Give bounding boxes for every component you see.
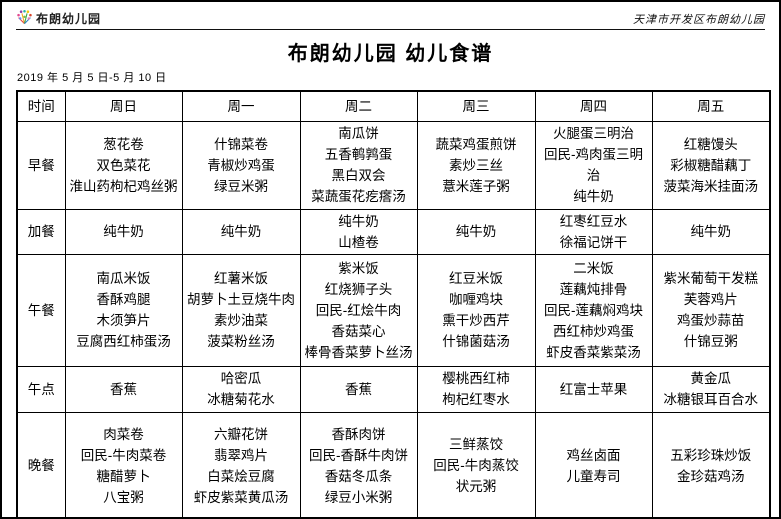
document-header: 布朗幼儿园 天津市开发区布朗幼儿园 [16, 9, 765, 30]
row-label-afternoon-snack: 午点 [16, 365, 66, 413]
corner-header-time: 时间 [16, 90, 66, 122]
school-name-header: 天津市开发区布朗幼儿园 [633, 14, 765, 26]
row-label-breakfast: 早餐 [16, 120, 66, 210]
menu-cell: 葱花卷 双色菜花 淮山药枸杞鸡丝粥 [64, 120, 183, 210]
row-dinner: 晚餐 肉菜卷 回民-牛肉菜卷 糖醋萝卜 八宝粥 六瓣花饼 翡翠鸡片 白菜烩豆腐 … [16, 411, 771, 517]
row-label-morning-snack: 加餐 [16, 208, 66, 255]
menu-cell: 纯牛奶 [651, 208, 771, 255]
col-header-monday: 周一 [181, 90, 301, 122]
menu-cell: 黄金瓜 冰糖银耳百合水 [651, 365, 771, 413]
col-header-thursday: 周四 [534, 90, 653, 122]
row-lunch: 午餐 南瓜米饭 香酥鸡腿 木须笋片 豆腐西红柿蛋汤 红薯米饭 胡萝卜土豆烧牛肉 … [16, 253, 771, 367]
menu-cell: 纯牛奶 [181, 208, 301, 255]
logo-text: 布朗幼儿园 [36, 12, 102, 26]
row-label-lunch: 午餐 [16, 253, 66, 367]
row-morning-snack: 加餐 纯牛奶 纯牛奶 纯牛奶 山楂卷 纯牛奶 红枣红豆水 徐福记饼干 纯牛奶 [16, 208, 771, 255]
menu-cell: 香蕉 [64, 365, 183, 413]
menu-cell: 红豆米饭 咖喱鸡块 熏干炒西芹 什锦菌菇汤 [416, 253, 536, 367]
menu-cell: 南瓜米饭 香酥鸡腿 木须笋片 豆腐西红柿蛋汤 [64, 253, 183, 367]
page-title: 布朗幼儿园 幼儿食谱 [287, 43, 494, 65]
menu-cell: 什锦菜卷 青椒炒鸡蛋 绿豆米粥 [181, 120, 301, 210]
menu-cell: 火腿蛋三明治 回民-鸡肉蛋三明治 纯牛奶 [534, 120, 653, 210]
menu-cell: 三鲜蒸饺 回民-牛肉蒸饺 状元粥 [416, 411, 536, 517]
row-afternoon-snack: 午点 香蕉 哈密瓜 冰糖菊花水 香蕉 樱桃西红柿 枸杞红枣水 红富士苹果 黄金瓜… [16, 365, 771, 413]
menu-cell: 哈密瓜 冰糖菊花水 [181, 365, 301, 413]
menu-cell: 红富士苹果 [534, 365, 653, 413]
menu-cell: 纯牛奶 [64, 208, 183, 255]
date-range: 2019 年 5 月 5 日-5 月 10 日 [17, 72, 167, 84]
menu-cell: 香蕉 [299, 365, 418, 413]
row-label-dinner: 晚餐 [16, 411, 66, 517]
menu-cell: 二米饭 莲藕炖排骨 回民-莲藕焖鸡块 西红柿炒鸡蛋 虾皮香菜紫菜汤 [534, 253, 653, 367]
col-header-friday: 周五 [651, 90, 771, 122]
col-header-wednesday: 周三 [416, 90, 536, 122]
col-header-sunday: 周日 [64, 90, 183, 122]
logo-burst-icon [17, 10, 32, 24]
menu-cell: 纯牛奶 山楂卷 [299, 208, 418, 255]
weekly-menu-table: 时间 周日 周一 周二 周三 周四 周五 早餐 葱花卷 双色菜花 淮山药枸杞鸡丝… [16, 90, 771, 517]
menu-cell: 红枣红豆水 徐福记饼干 [534, 208, 653, 255]
row-breakfast: 早餐 葱花卷 双色菜花 淮山药枸杞鸡丝粥 什锦菜卷 青椒炒鸡蛋 绿豆米粥 南瓜饼… [16, 120, 771, 210]
menu-cell: 红糖馒头 彩椒糖醋藕丁 菠菜海米挂面汤 [651, 120, 771, 210]
menu-cell: 香酥肉饼 回民-香酥牛肉饼 香菇冬瓜条 绿豆小米粥 [299, 411, 418, 517]
menu-cell: 樱桃西红柿 枸杞红枣水 [416, 365, 536, 413]
table-header-row: 时间 周日 周一 周二 周三 周四 周五 [16, 90, 771, 122]
kindergarten-logo: 布朗幼儿园 [16, 10, 101, 27]
menu-cell: 紫米饭 红烧狮子头 回民-红烩牛肉 香菇菜心 棒骨香菜萝卜丝汤 [299, 253, 418, 367]
menu-cell: 五彩珍珠炒饭 金珍菇鸡汤 [651, 411, 771, 517]
menu-cell: 鸡丝卤面 儿童寿司 [534, 411, 653, 517]
col-header-tuesday: 周二 [299, 90, 418, 122]
menu-cell: 南瓜饼 五香鹌鹑蛋 黑白双会 菜蔬蛋花疙瘩汤 [299, 120, 418, 210]
menu-cell: 纯牛奶 [416, 208, 536, 255]
menu-cell: 紫米葡萄干发糕 芙蓉鸡片 鸡蛋炒蒜苗 什锦豆粥 [651, 253, 771, 367]
menu-cell: 肉菜卷 回民-牛肉菜卷 糖醋萝卜 八宝粥 [64, 411, 183, 517]
menu-cell: 红薯米饭 胡萝卜土豆烧牛肉 素炒油菜 菠菜粉丝汤 [181, 253, 301, 367]
menu-cell: 蔬菜鸡蛋煎饼 素炒三丝 薏米莲子粥 [416, 120, 536, 210]
menu-cell: 六瓣花饼 翡翠鸡片 白菜烩豆腐 虾皮紫菜黄瓜汤 [181, 411, 301, 517]
